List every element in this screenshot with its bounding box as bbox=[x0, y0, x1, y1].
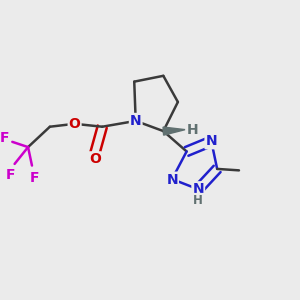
Text: N: N bbox=[192, 182, 204, 196]
Text: H: H bbox=[187, 123, 198, 136]
Text: N: N bbox=[166, 173, 178, 187]
Text: H: H bbox=[193, 194, 203, 207]
Text: F: F bbox=[6, 168, 15, 182]
Text: O: O bbox=[69, 117, 80, 131]
Polygon shape bbox=[163, 127, 185, 135]
Text: O: O bbox=[89, 152, 101, 166]
Text: F: F bbox=[0, 131, 10, 146]
Text: N: N bbox=[206, 134, 217, 148]
Text: F: F bbox=[30, 171, 40, 184]
Text: N: N bbox=[130, 114, 142, 128]
